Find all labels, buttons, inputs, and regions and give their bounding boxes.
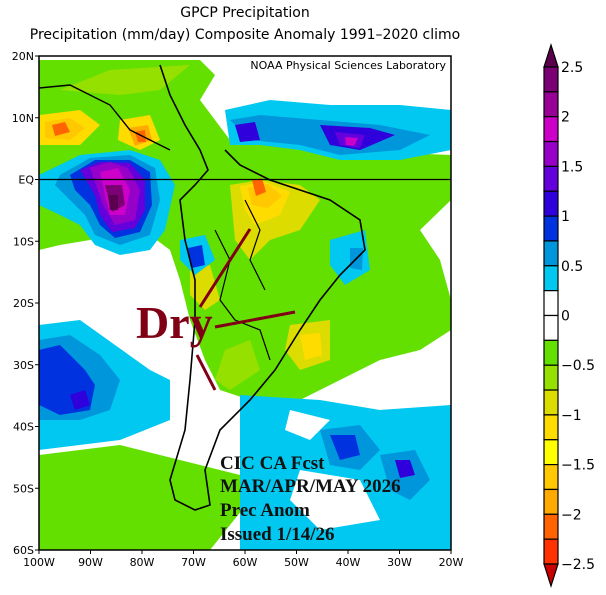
- colorbar-label: −2.5: [561, 557, 595, 573]
- lon-tick-label: 70W: [181, 556, 206, 569]
- lat-tick-label: 20S: [13, 297, 34, 310]
- lat-tick-label: 60S: [13, 544, 34, 557]
- lat-tick-label: 50S: [13, 482, 34, 495]
- colorbar-bin: [543, 116, 559, 143]
- lon-tick-label: 30W: [387, 556, 412, 569]
- colorbar-bin: [543, 364, 559, 391]
- latitude-axis: 20N 10N EQ 10S 20S 30S 40S 50S 60S: [12, 50, 39, 557]
- colorbar-bin: [543, 290, 559, 317]
- colorbar-bin: [543, 91, 559, 118]
- colorbar-label: 1.5: [561, 159, 583, 175]
- colorbar: 2.5 2 1.5 1 0.5 0 −0.5 −1 −1.5 −2 −2.5: [543, 43, 595, 588]
- dry-label: Dry: [136, 297, 213, 348]
- lat-tick-label: EQ: [18, 174, 34, 187]
- colorbar-bin: [543, 265, 559, 292]
- annotation-line-3: Prec Anom: [220, 500, 310, 521]
- credit-label: NOAA Physical Sciences Laboratory: [250, 59, 446, 72]
- coastline: [159, 64, 366, 511]
- colorbar-bin: [543, 215, 559, 242]
- colorbar-bin: [543, 488, 559, 515]
- colorbar-cap-bottom: [543, 563, 559, 588]
- colorbar-bin: [543, 389, 559, 416]
- arrow-line-south: [195, 354, 217, 391]
- colorbar-label: −1.5: [561, 458, 595, 474]
- lat-tick-label: 20N: [12, 50, 34, 63]
- lat-tick-label: 40S: [13, 421, 34, 434]
- annotation-line-4: Issued 1/14/26: [220, 524, 335, 545]
- arrow-line-east: [214, 310, 296, 329]
- dry-annotation: Dry: [136, 228, 296, 391]
- lon-tick-label: 40W: [336, 556, 361, 569]
- colorbar-bin: [543, 464, 559, 491]
- colorbar-cap-top: [543, 43, 559, 68]
- lat-tick-label: 10N: [12, 112, 34, 125]
- colorbar-label: 0: [561, 309, 570, 325]
- colorbar-label: −2: [561, 507, 582, 523]
- colorbar-bin: [543, 339, 559, 366]
- colorbar-bin: [543, 240, 559, 267]
- longitude-axis: 100W 90W 80W 70W 60W 50W 40W 30W 20W: [23, 550, 464, 569]
- lon-tick-label: 60W: [233, 556, 258, 569]
- colorbar-label: 1: [561, 209, 570, 225]
- arrow-line-north: [198, 228, 252, 308]
- annotation-line-1: CIC CA Fcst: [220, 453, 325, 474]
- colorbar-bin: [543, 165, 559, 192]
- colorbar-label: −0.5: [561, 358, 595, 374]
- colorbar-bin: [543, 414, 559, 441]
- colorbar-bin: [543, 190, 559, 217]
- chart-title: GPCP Precipitation: [180, 5, 310, 21]
- chart-subtitle: Precipitation (mm/day) Composite Anomaly…: [29, 27, 461, 43]
- lon-tick-label: 90W: [78, 556, 103, 569]
- colorbar-bin: [543, 439, 559, 466]
- lon-tick-label: 50W: [284, 556, 309, 569]
- lat-tick-label: 10S: [13, 235, 34, 248]
- colorbar-label: −1: [561, 408, 582, 424]
- lat-tick-label: 30S: [13, 359, 34, 372]
- lon-tick-label: 20W: [439, 556, 464, 569]
- colorbar-bin: [543, 140, 559, 168]
- colorbar-label: 2: [561, 110, 570, 126]
- colorbar-bin: [543, 314, 559, 341]
- lon-tick-label: 80W: [130, 556, 155, 569]
- colorbar-label: 0.5: [561, 259, 583, 275]
- anomaly-field: [39, 56, 451, 550]
- lon-tick-label: 100W: [23, 556, 55, 569]
- colorbar-bin: [543, 66, 559, 93]
- colorbar-label: 2.5: [561, 60, 583, 76]
- annotation-line-2: MAR/APR/MAY 2026: [220, 476, 401, 497]
- colorbar-bin: [543, 538, 559, 565]
- colorbar-bin: [543, 513, 559, 540]
